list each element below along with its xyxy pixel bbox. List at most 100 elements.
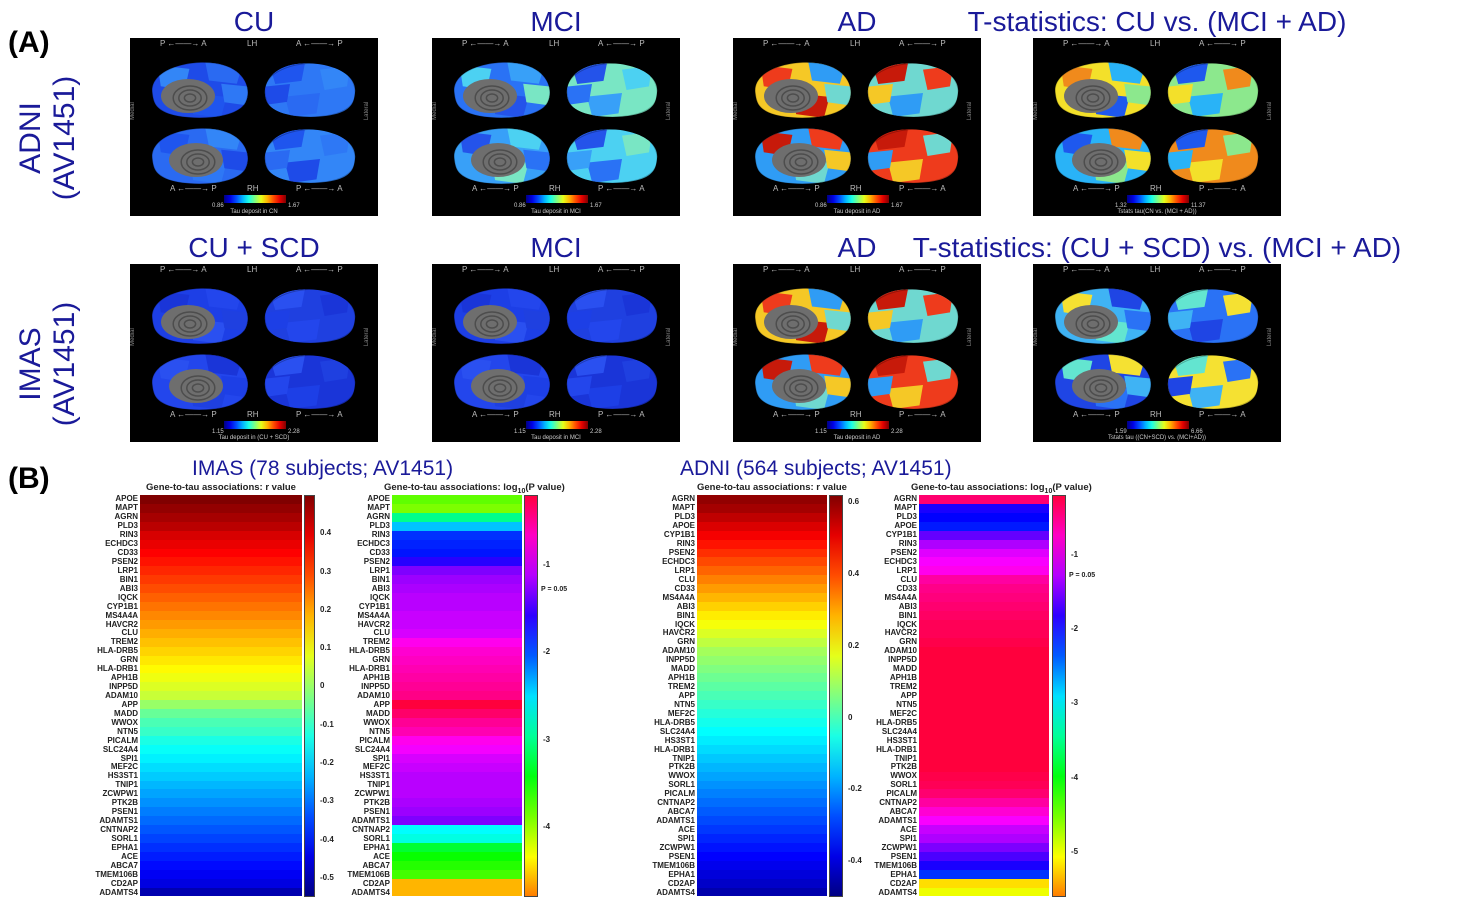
r-heatmap-title: Gene-to-tau associations: r value	[697, 482, 847, 493]
lateral-label: Lateral	[967, 327, 974, 347]
colorbar-max: 6.66	[1191, 429, 1203, 435]
orient-bot-left: A ←——→ P	[472, 184, 519, 193]
r-colorbar-tick: 0	[848, 712, 853, 722]
orient-bot-mid: RH	[850, 184, 862, 193]
row-label-line: (AV1451)	[48, 301, 81, 427]
orient-top-mid: LH	[1150, 265, 1161, 274]
p-title-b: (P value)	[1052, 482, 1092, 493]
medial-label: Medial	[130, 102, 136, 120]
heatmap-cell	[697, 566, 827, 576]
r-colorbar-frame	[304, 495, 315, 897]
p-colorbar-tick: -3	[543, 734, 551, 744]
heatmap-cell	[919, 789, 1049, 799]
brain-rh-lateral	[867, 128, 959, 184]
medial-label: Medial	[130, 328, 136, 346]
orient-top-right: A ←——→ P	[899, 39, 946, 48]
heatmap-cell	[919, 851, 1049, 861]
heatmap-cell	[919, 655, 1049, 665]
gene-label: GRN	[372, 655, 390, 665]
gene-label: RIN3	[371, 530, 390, 540]
heatmap-cell	[392, 726, 522, 736]
heatmap-cell	[919, 610, 1049, 620]
gene-label: EPHA1	[111, 842, 138, 852]
gene-label: WWOX	[668, 771, 695, 781]
orient-bot-mid: RH	[549, 184, 561, 193]
heatmap-cell	[392, 530, 522, 540]
colorbar-max: 11.37	[1191, 203, 1206, 209]
gene-label: EPHA1	[668, 869, 695, 879]
lateral-label: Lateral	[666, 101, 673, 121]
panel-b-label: (B)	[8, 462, 50, 495]
orient-bot-mid: RH	[1150, 184, 1162, 193]
orient-bot-mid: RH	[247, 184, 259, 193]
heatmap-cell	[919, 575, 1049, 585]
heatmap-cell	[392, 637, 522, 647]
gene-label: PICALM	[107, 735, 138, 745]
gene-label: ZCWPW1	[354, 789, 390, 799]
brain-rh-lateral	[1167, 354, 1259, 410]
orient-bot-right: P ←——→ A	[1199, 184, 1246, 193]
orient-top-left: P ←——→ A	[763, 39, 810, 48]
column-title: T-statistics: CU vs. (MCI + AD)	[967, 6, 1347, 37]
gene-label: ADAM10	[357, 691, 390, 700]
heatmap-cell	[392, 646, 522, 656]
gene-label: PSEN2	[363, 557, 390, 566]
orient-bot-left: A ←——→ P	[1073, 410, 1120, 419]
gene-label: LRP1	[896, 565, 917, 575]
gene-label: MAPT	[894, 503, 917, 513]
colorbar	[1127, 195, 1189, 203]
gene-label: HAVCR2	[105, 619, 138, 629]
gene-label: CNTNAP2	[352, 825, 390, 834]
p-colorbar	[1052, 495, 1066, 897]
lateral-label: Lateral	[364, 101, 371, 121]
gene-label: TREM2	[889, 682, 917, 692]
heatmap-cell	[392, 610, 522, 620]
heatmap-cell	[697, 593, 827, 603]
p-title-sub: 10	[1044, 487, 1053, 495]
p-colorbar-tick: -1	[1071, 549, 1079, 559]
heatmap-cell	[697, 825, 827, 835]
p-threshold-label: P = 0.05	[541, 586, 568, 594]
heatmap-cell	[140, 503, 302, 513]
heatmap-cell	[919, 718, 1049, 727]
heatmap-cell	[392, 539, 522, 549]
gene-label: HAVCR2	[884, 628, 917, 638]
orient-top-mid: LH	[850, 265, 861, 274]
brain-rh-medial	[1054, 127, 1152, 185]
orient-top-left: P ←——→ A	[160, 39, 207, 48]
brain-core	[161, 305, 215, 339]
gene-label: ECHDC3	[105, 539, 138, 549]
heatmap-cell	[697, 512, 827, 522]
r-colorbar-tick: 0.2	[848, 640, 860, 650]
gene-label: APP	[678, 691, 695, 700]
heatmap-cell	[140, 771, 302, 781]
heatmap-cell	[919, 842, 1049, 852]
row-label-line: ADNI	[14, 102, 47, 174]
gene-label: SLC24A4	[881, 726, 917, 736]
heatmap-cell	[919, 780, 1049, 790]
gene-label: MAPT	[672, 503, 695, 513]
heatmap-cell	[697, 637, 827, 647]
heatmap-cell	[392, 771, 522, 781]
gene-label: INPP5D	[361, 682, 390, 692]
gene-label: ACE	[900, 825, 917, 834]
orient-bot-mid: RH	[850, 410, 862, 419]
heatmap-cell	[697, 887, 827, 897]
gene-label: APP	[121, 699, 138, 709]
orient-top-right: A ←——→ P	[296, 39, 343, 48]
brain-core	[1064, 305, 1118, 339]
heatmap-cell	[919, 700, 1049, 710]
heatmap-cell	[919, 557, 1049, 567]
colorbar	[827, 195, 889, 203]
gene-label: ADAMTS1	[656, 816, 695, 826]
p-colorbar-tick: -2	[1071, 624, 1079, 633]
p-colorbar-tick: -1	[543, 559, 551, 569]
gene-label: IQCK	[370, 592, 390, 602]
orient-top-left: P ←——→ A	[1063, 39, 1110, 48]
colorbar-label: Tau deposit in (CU + SCD)	[218, 435, 290, 441]
orient-top-right: A ←——→ P	[899, 265, 946, 274]
colorbar-max: 1.67	[288, 203, 300, 209]
gene-label: ABCA7	[667, 807, 695, 817]
heatmap-cell	[392, 557, 522, 567]
gene-label: EPHA1	[890, 869, 917, 879]
